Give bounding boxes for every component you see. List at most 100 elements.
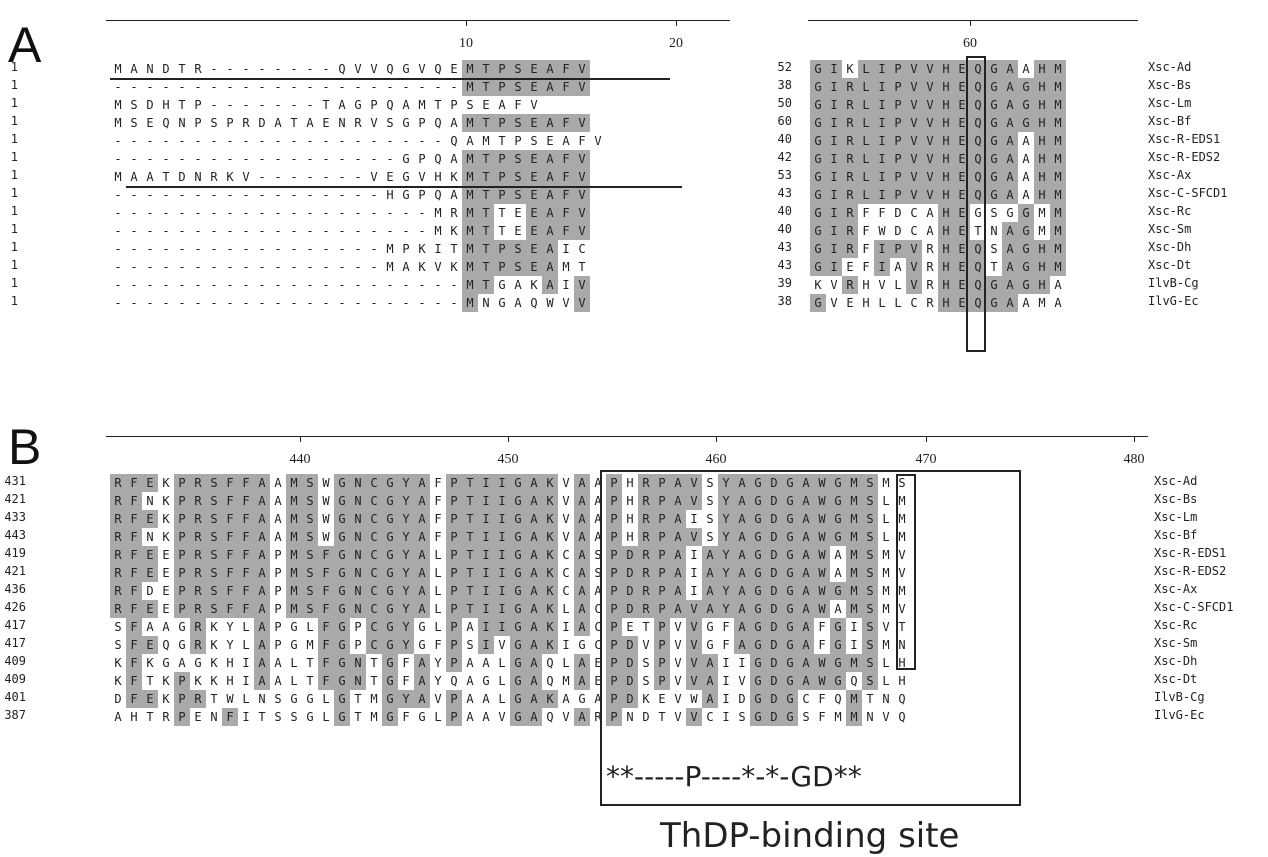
b-block-residue: E: [142, 546, 158, 564]
alignment-row-a: 1- - - - - - - - - - - - - - - - - - G P Q A M T P S E A F V 42 G I R L I P V…: [0, 150, 1268, 168]
left-block-residue: -: [354, 206, 362, 220]
b-block-residue: R: [638, 510, 654, 528]
right-block-residue: I: [826, 114, 842, 132]
b-block-residue: Y: [718, 492, 734, 510]
left-block-residue: A: [466, 134, 474, 148]
b-block-residue: P: [654, 636, 670, 654]
left-block-residue: P: [418, 152, 426, 166]
b-block-residue: H: [226, 656, 234, 670]
right-block-residue: A: [1054, 278, 1062, 292]
sequence-name: Xsc-R-EDS2: [1154, 564, 1227, 578]
b-block-residue: L: [498, 656, 506, 670]
left-block-residue: E: [526, 168, 542, 186]
b-block-residue: A: [574, 672, 590, 690]
b-block-residue: G: [782, 600, 798, 618]
b-block-residue: F: [238, 510, 254, 528]
left-block-residue: -: [306, 80, 314, 94]
right-block-residue: V: [906, 78, 922, 96]
right-block-residue: R: [842, 132, 858, 150]
left-block-residue: P: [514, 134, 522, 148]
right-block-residue: G: [810, 132, 826, 150]
b-block-residue: L: [242, 692, 250, 706]
right-block-residue: I: [874, 96, 890, 114]
left-block-residue: F: [558, 114, 574, 132]
b-block-residue: F: [318, 618, 334, 636]
sequence-name: Xsc-Ad: [1148, 60, 1192, 74]
b-block-residue: A: [670, 510, 686, 528]
b-block-residue: R: [190, 546, 206, 564]
right-block-residue: V: [906, 240, 922, 258]
left-block-residue: -: [242, 134, 250, 148]
left-block-residue: T: [578, 260, 586, 274]
b-block-residue: F: [238, 528, 254, 546]
right-block-residue: P: [890, 114, 906, 132]
left-block-residue: S: [510, 60, 526, 78]
left-block-residue: -: [130, 80, 138, 94]
b-block-residue: A: [702, 564, 718, 582]
b-block-residue: A: [670, 546, 686, 564]
b-block-residue: N: [350, 672, 366, 690]
b-block-residue: T: [210, 692, 218, 706]
left-block-residue: M: [114, 62, 122, 76]
right-block-residue: L: [878, 296, 886, 310]
b-block-residue: A: [702, 654, 718, 672]
right-start-number: 43: [777, 258, 792, 272]
left-block-residue: P: [494, 114, 510, 132]
right-block-residue: G: [810, 168, 826, 186]
b-block-residue: P: [606, 474, 622, 492]
b-block-residue: I: [562, 620, 570, 634]
b-block-residue: M: [286, 510, 302, 528]
right-block-residue: K: [814, 278, 822, 292]
b-block-residue: G: [830, 654, 846, 672]
left-block-residue: P: [494, 258, 510, 276]
left-block-residue: V: [418, 62, 426, 76]
left-block-residue: -: [226, 278, 234, 292]
right-block-residue: G: [986, 168, 1002, 186]
b-block-residue: T: [370, 656, 378, 670]
b-block-residue: A: [414, 690, 430, 708]
left-block-residue: -: [274, 98, 282, 112]
b-block-residue: P: [174, 672, 190, 690]
b-block-residue: N: [258, 692, 266, 706]
left-block-residue: -: [402, 206, 410, 220]
left-block-residue: Q: [386, 62, 394, 76]
b-block-residue: A: [574, 492, 590, 510]
b-block-residue: Y: [718, 546, 734, 564]
b-block-residue: W: [814, 528, 830, 546]
b-block-residue: D: [766, 636, 782, 654]
b-block-residue: K: [162, 692, 170, 706]
ruler-tick-label: 480: [1123, 452, 1145, 467]
right-block-residue: L: [858, 168, 874, 186]
left-block-residue: -: [386, 80, 394, 94]
b-block-residue: S: [302, 474, 318, 492]
right-block-residue: R: [926, 296, 934, 310]
left-block-residue: S: [530, 134, 538, 148]
right-block-residue: G: [1006, 206, 1014, 220]
b-block-residue: R: [190, 618, 206, 636]
b-block-residue: P: [606, 600, 622, 618]
alignment-row-a: 1- - - - - - - - - - - - - - - - - M A K V K M T P S E A M T 43 G I E F I A V…: [0, 258, 1268, 276]
b-block-residue: R: [638, 474, 654, 492]
b-block-residue: T: [866, 692, 874, 706]
b-block-residue: A: [526, 564, 542, 582]
conserved-tyrosine-box: [896, 474, 916, 670]
b-block-residue: I: [478, 510, 494, 528]
left-block-residue: -: [434, 80, 442, 94]
b-block-residue: P: [174, 492, 190, 510]
left-block-residue: -: [386, 278, 394, 292]
right-block-residue: I: [874, 150, 890, 168]
left-block-residue: A: [542, 114, 558, 132]
b-block-residue: A: [574, 564, 590, 582]
b-block-residue: M: [882, 476, 890, 490]
left-block-residue: -: [290, 296, 298, 310]
left-block-residue: K: [418, 260, 426, 274]
right-block-residue: H: [938, 168, 954, 186]
left-block-residue: -: [402, 80, 410, 94]
b-block-residue: G: [382, 618, 398, 636]
left-block-residue: -: [146, 260, 154, 274]
left-block-residue: S: [510, 240, 526, 258]
right-block-residue: V: [830, 296, 838, 310]
left-block-residue: M: [462, 276, 478, 294]
